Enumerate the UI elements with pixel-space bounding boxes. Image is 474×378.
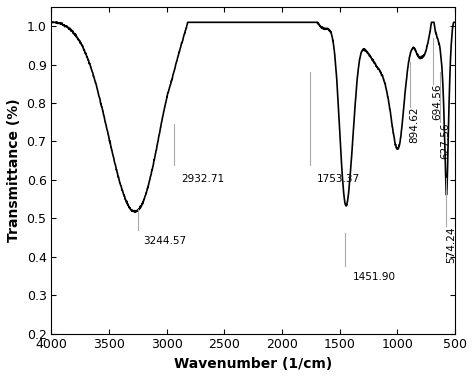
Text: 894.62: 894.62 [409,107,419,143]
Text: 1753.37: 1753.37 [317,174,360,184]
Text: 1451.90: 1451.90 [352,272,395,282]
X-axis label: Wavenumber (1/cm): Wavenumber (1/cm) [174,357,332,371]
Text: 627.56: 627.56 [440,122,450,159]
Text: 574.24: 574.24 [446,226,456,263]
Text: 694.56: 694.56 [432,84,442,120]
Y-axis label: Transmittance (%): Transmittance (%) [7,99,21,242]
Text: 2932.71: 2932.71 [182,174,225,184]
Text: 3244.57: 3244.57 [144,235,187,246]
